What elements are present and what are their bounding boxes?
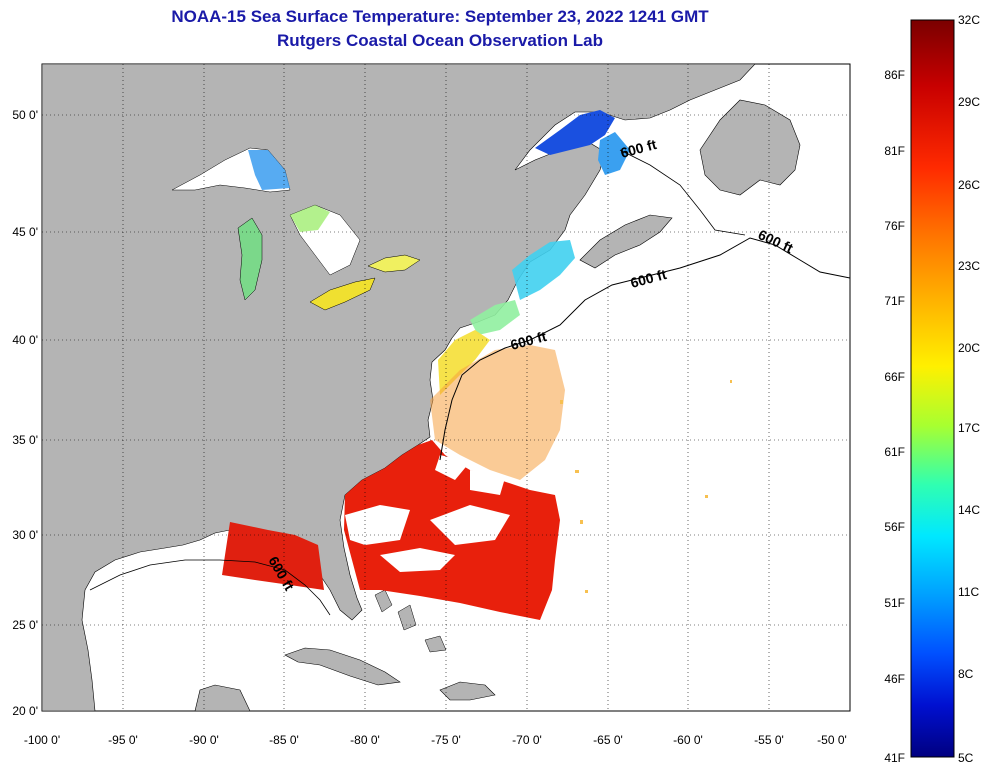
latitude-axis: 50 0' 45 0' 40 0' 35 0' 30 0' 25 0' 20 0… — [12, 108, 38, 718]
lon-tick-label: -90 0' — [189, 733, 219, 747]
lon-tick-label: -50 0' — [817, 733, 847, 747]
colorbar-celsius-labels: 32C 29C 26C 23C 20C 17C 14C 11C 8C 5C — [958, 13, 980, 765]
land-yucatan — [194, 684, 251, 711]
land-nova-scotia — [579, 214, 673, 269]
lake-michigan — [237, 217, 263, 301]
lon-tick-label: -85 0' — [269, 733, 299, 747]
land-cuba — [284, 647, 401, 686]
sst-st-lawrence-east — [598, 132, 630, 175]
colorbar-c-label: 11C — [958, 585, 979, 599]
land-hispaniola — [439, 681, 496, 701]
colorbar-c-label: 8C — [958, 667, 974, 681]
lon-tick-label: -95 0' — [108, 733, 138, 747]
isobath-600ft — [439, 237, 850, 461]
sst-mid-atlantic-offshore — [430, 345, 565, 480]
land-north-america — [42, 64, 756, 711]
lake-superior-sst — [248, 150, 290, 190]
lon-tick-label: -55 0' — [754, 733, 784, 747]
lat-tick-label: 30 0' — [12, 528, 38, 542]
graticule — [42, 64, 850, 711]
lake-erie — [309, 277, 376, 311]
map-title: NOAA-15 Sea Surface Temperature: Septemb… — [171, 7, 709, 26]
colorbar-c-label: 20C — [958, 341, 980, 355]
colorbar-c-label: 14C — [958, 503, 980, 517]
lat-tick-label: 45 0' — [12, 225, 38, 239]
colorbar-c-label: 26C — [958, 178, 980, 192]
sst-scattered-pixels — [560, 380, 732, 593]
lon-tick-label: -70 0' — [512, 733, 542, 747]
lon-tick-label: -60 0' — [673, 733, 703, 747]
lon-tick-label: -100 0' — [24, 733, 60, 747]
isobath-600ft-gulf — [89, 559, 331, 616]
lon-tick-label: -80 0' — [350, 733, 380, 747]
colorbar-c-label: 23C — [958, 259, 980, 273]
colorbar-f-label: 81F — [884, 144, 905, 158]
isobath-600ft-north — [619, 149, 746, 236]
colorbar-c-label: 29C — [958, 95, 980, 109]
lat-tick-label: 25 0' — [12, 618, 38, 632]
colorbar-f-label: 56F — [884, 520, 905, 534]
colorbar-c-label: 32C — [958, 13, 980, 27]
colorbar — [910, 19, 955, 758]
map-subtitle: Rutgers Coastal Ocean Observation Lab — [277, 31, 603, 50]
colorbar-f-label: 66F — [884, 370, 905, 384]
lat-tick-label: 35 0' — [12, 433, 38, 447]
land-newfoundland — [699, 99, 801, 196]
lake-huron-sst — [290, 205, 330, 232]
colorbar-fahrenheit-labels: 86F 81F 76F 71F 66F 61F 56F 51F 46F 41F — [884, 68, 905, 765]
sst-mid-atlantic — [438, 330, 490, 395]
colorbar-c-label: 17C — [958, 421, 980, 435]
sst-gulf-of-mexico — [222, 522, 324, 590]
lon-tick-label: -65 0' — [593, 733, 623, 747]
lake-ontario — [367, 254, 421, 273]
colorbar-f-label: 76F — [884, 219, 905, 233]
colorbar-f-label: 51F — [884, 596, 905, 610]
colorbar-f-label: 41F — [884, 751, 905, 765]
colorbar-f-label: 86F — [884, 68, 905, 82]
longitude-axis: -100 0' -95 0' -90 0' -85 0' -80 0' -75 … — [24, 733, 847, 747]
colorbar-c-label: 5C — [958, 751, 974, 765]
colorbar-f-label: 61F — [884, 445, 905, 459]
sst-gulf-of-maine — [512, 240, 575, 300]
colorbar-f-label: 46F — [884, 672, 905, 686]
lat-tick-label: 50 0' — [12, 108, 38, 122]
lon-tick-label: -75 0' — [431, 733, 461, 747]
sst-southern-new-england — [470, 300, 520, 335]
sst-st-lawrence — [535, 110, 615, 155]
lat-tick-label: 20 0' — [12, 704, 38, 718]
colorbar-f-label: 71F — [884, 294, 905, 308]
land-bahamas — [374, 589, 447, 653]
lat-tick-label: 40 0' — [12, 333, 38, 347]
